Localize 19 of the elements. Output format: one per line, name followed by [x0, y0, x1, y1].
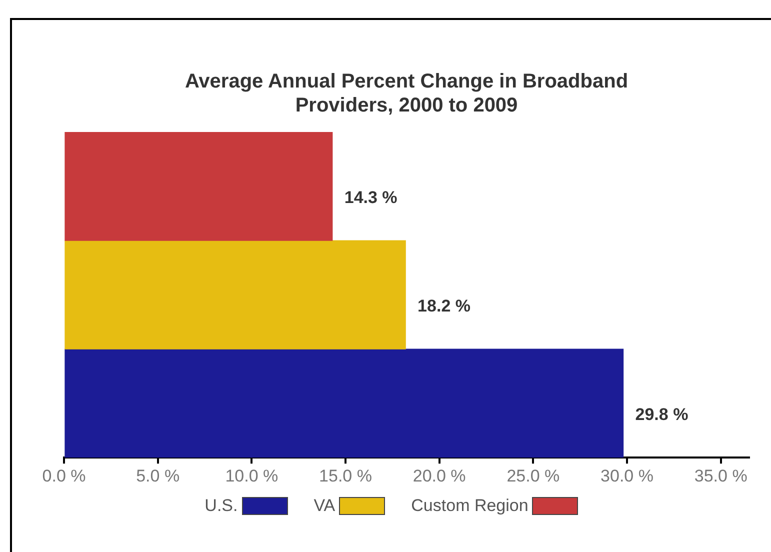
text: Providers, 2000 to 2009 [295, 94, 518, 117]
bar [64, 240, 406, 350]
x-tick-label: 20.0 % [412, 466, 466, 486]
x-tick-label: 0.0 % [42, 466, 86, 486]
data-label: 29.8 % [635, 405, 688, 424]
legend-label: U.S. [204, 496, 238, 516]
x-tick-label: 5.0 % [136, 466, 180, 486]
x-tick-label: 35.0 % [694, 466, 748, 486]
text: Average Annual Percent Change in Broadband [184, 70, 628, 93]
legend-label: Custom Region [411, 496, 528, 516]
legend-label: VA [314, 496, 336, 516]
bar [64, 348, 624, 458]
x-tick-label: 30.0 % [600, 466, 654, 486]
data-label: 14.3 % [344, 188, 398, 207]
bar [64, 132, 333, 241]
x-tick-label: 25.0 % [506, 466, 560, 486]
x-tick-label: 15.0 % [319, 466, 372, 486]
data-label: 18.2 % [418, 296, 470, 316]
x-tick-label: 10.0 % [225, 466, 278, 486]
